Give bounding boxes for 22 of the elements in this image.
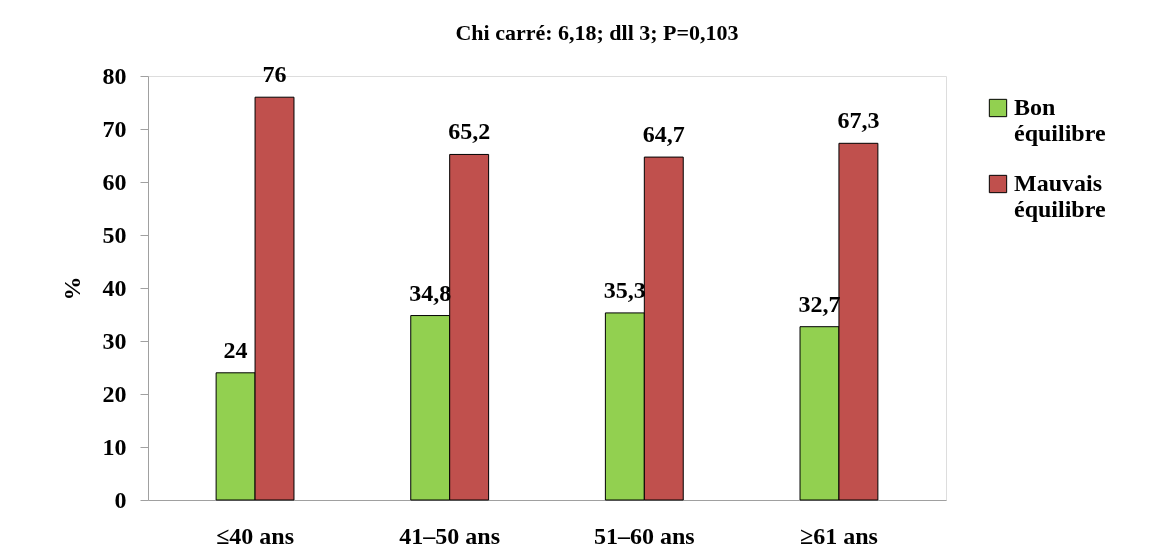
y-tick-label: 60 <box>102 168 127 195</box>
x-tick-label: 51–60 ans <box>593 522 695 549</box>
x-tick-label: ≥61 ans <box>800 522 878 549</box>
data-label: 24 <box>223 336 248 363</box>
y-tick-label: 70 <box>102 115 127 142</box>
y-tick-label: 40 <box>102 274 127 301</box>
chart-title: Chi carré: 6,18; dll 3; P=0,103 <box>455 20 739 46</box>
y-tick-label: 30 <box>102 327 127 354</box>
data-label: 76 <box>262 61 287 88</box>
x-tick-label: ≤40 ans <box>216 522 294 549</box>
data-label: 65,2 <box>448 118 491 145</box>
y-tick-label: 0 <box>114 486 127 513</box>
legend-label: Bon équilibre <box>1014 94 1106 146</box>
y-tick-label: 10 <box>102 433 127 460</box>
data-label: 67,3 <box>837 107 880 134</box>
y-axis-title: % <box>58 276 85 301</box>
y-tick-label: 20 <box>102 380 127 407</box>
x-tick-label: 41–50 ans <box>399 522 501 549</box>
data-label: 64,7 <box>642 121 685 148</box>
y-tick-label: 50 <box>102 221 127 248</box>
legend-label: Mauvais équilibre <box>1014 170 1106 222</box>
y-tick-label: 80 <box>102 62 127 89</box>
